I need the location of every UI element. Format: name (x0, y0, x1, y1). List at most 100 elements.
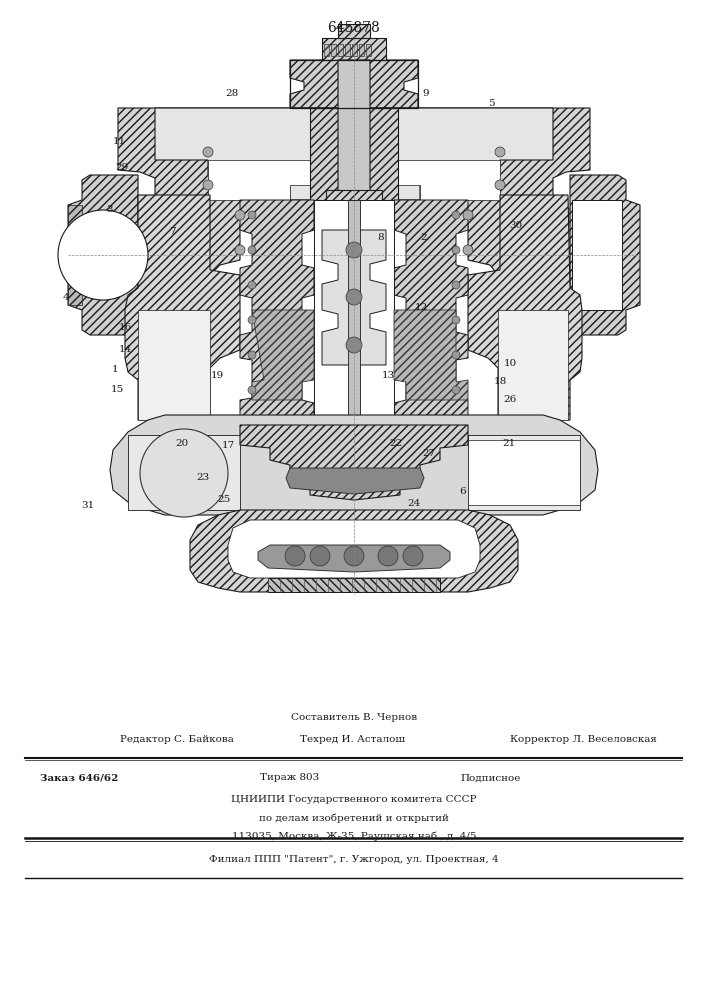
Polygon shape (394, 200, 468, 440)
Polygon shape (310, 108, 398, 220)
Polygon shape (68, 175, 138, 335)
Text: 11: 11 (112, 137, 126, 146)
Text: 5: 5 (488, 100, 494, 108)
Text: 24: 24 (407, 498, 421, 508)
Circle shape (452, 211, 460, 219)
Polygon shape (240, 425, 468, 500)
Polygon shape (252, 310, 314, 400)
Polygon shape (338, 44, 343, 56)
Text: 645878: 645878 (327, 21, 380, 35)
Text: Филиал ППП "Патент", г. Ужгород, ул. Проектная, 4: Филиал ППП "Патент", г. Ужгород, ул. Про… (209, 856, 499, 864)
Polygon shape (324, 44, 329, 56)
Polygon shape (125, 195, 240, 420)
Polygon shape (394, 310, 468, 400)
Text: 17: 17 (222, 440, 235, 450)
Text: 15: 15 (111, 384, 124, 393)
Text: 3: 3 (107, 206, 113, 215)
Text: 14: 14 (119, 344, 132, 354)
Text: 13: 13 (382, 371, 395, 380)
Text: 16: 16 (119, 324, 132, 332)
Circle shape (248, 246, 256, 254)
Text: 7: 7 (169, 228, 175, 236)
Circle shape (235, 245, 245, 255)
Bar (314, 200, 394, 440)
Text: 21: 21 (502, 440, 515, 448)
Polygon shape (322, 38, 386, 60)
Text: по делам изобретений и открытий: по делам изобретений и открытий (259, 813, 449, 823)
Circle shape (452, 316, 460, 324)
Circle shape (285, 546, 305, 566)
Text: 31: 31 (81, 502, 95, 510)
Bar (572, 200, 622, 310)
Circle shape (346, 242, 362, 258)
Text: Подписное: Подписное (460, 774, 520, 782)
Polygon shape (110, 415, 598, 515)
Text: 8: 8 (378, 233, 384, 242)
Text: 29: 29 (115, 163, 129, 172)
Text: 27: 27 (423, 450, 436, 458)
Text: Редактор С. Байкова: Редактор С. Байкова (120, 736, 234, 744)
Polygon shape (348, 200, 360, 445)
Polygon shape (498, 310, 568, 420)
Polygon shape (359, 44, 364, 56)
Text: Тираж 803: Тираж 803 (260, 774, 320, 782)
Text: 30: 30 (509, 221, 522, 230)
Text: Заказ 646/62: Заказ 646/62 (40, 774, 118, 782)
Text: 4: 4 (63, 294, 69, 302)
Circle shape (452, 281, 460, 289)
Circle shape (203, 147, 213, 157)
Circle shape (378, 546, 398, 566)
Text: 22: 22 (389, 438, 402, 448)
Text: 113035, Москва, Ж-35, Раушская наб., д. 4/5: 113035, Москва, Ж-35, Раушская наб., д. … (232, 831, 477, 841)
Circle shape (248, 386, 256, 394)
Polygon shape (290, 60, 418, 108)
Circle shape (463, 210, 473, 220)
Circle shape (495, 180, 505, 190)
Text: ЦНИИПИ Государственного комитета СССР: ЦНИИПИ Государственного комитета СССР (231, 796, 477, 804)
Polygon shape (268, 578, 440, 592)
Polygon shape (286, 468, 424, 494)
Polygon shape (366, 44, 371, 56)
Text: 10: 10 (503, 360, 517, 368)
Text: 6: 6 (460, 487, 466, 495)
Polygon shape (418, 108, 590, 278)
Text: 12: 12 (415, 304, 428, 312)
Polygon shape (138, 310, 210, 420)
Text: 26: 26 (503, 394, 517, 403)
Text: 18: 18 (493, 377, 507, 386)
Polygon shape (68, 205, 82, 305)
Text: 1: 1 (112, 364, 119, 373)
Circle shape (248, 281, 256, 289)
Circle shape (248, 316, 256, 324)
Polygon shape (190, 510, 518, 592)
Circle shape (140, 429, 228, 517)
Circle shape (310, 546, 330, 566)
Text: 9: 9 (423, 89, 429, 98)
Circle shape (58, 210, 148, 300)
Polygon shape (338, 60, 370, 390)
Circle shape (203, 180, 213, 190)
Polygon shape (240, 200, 314, 440)
Circle shape (403, 546, 423, 566)
Circle shape (235, 210, 245, 220)
Polygon shape (208, 160, 500, 200)
Polygon shape (331, 44, 336, 56)
Text: 19: 19 (211, 371, 224, 380)
Circle shape (452, 386, 460, 394)
Text: 20: 20 (175, 438, 189, 448)
Circle shape (248, 351, 256, 359)
Polygon shape (468, 435, 580, 510)
Polygon shape (352, 44, 357, 56)
Circle shape (346, 289, 362, 305)
Text: 28: 28 (226, 90, 239, 99)
Text: 23: 23 (196, 473, 209, 482)
Polygon shape (258, 545, 450, 572)
Polygon shape (345, 44, 350, 56)
Polygon shape (118, 108, 290, 278)
Circle shape (463, 245, 473, 255)
Text: Составитель В. Чернов: Составитель В. Чернов (291, 714, 417, 722)
Polygon shape (128, 435, 240, 510)
Polygon shape (322, 230, 386, 365)
Text: 25: 25 (217, 494, 230, 504)
Text: Техред И. Асталош: Техред И. Асталош (300, 736, 405, 744)
